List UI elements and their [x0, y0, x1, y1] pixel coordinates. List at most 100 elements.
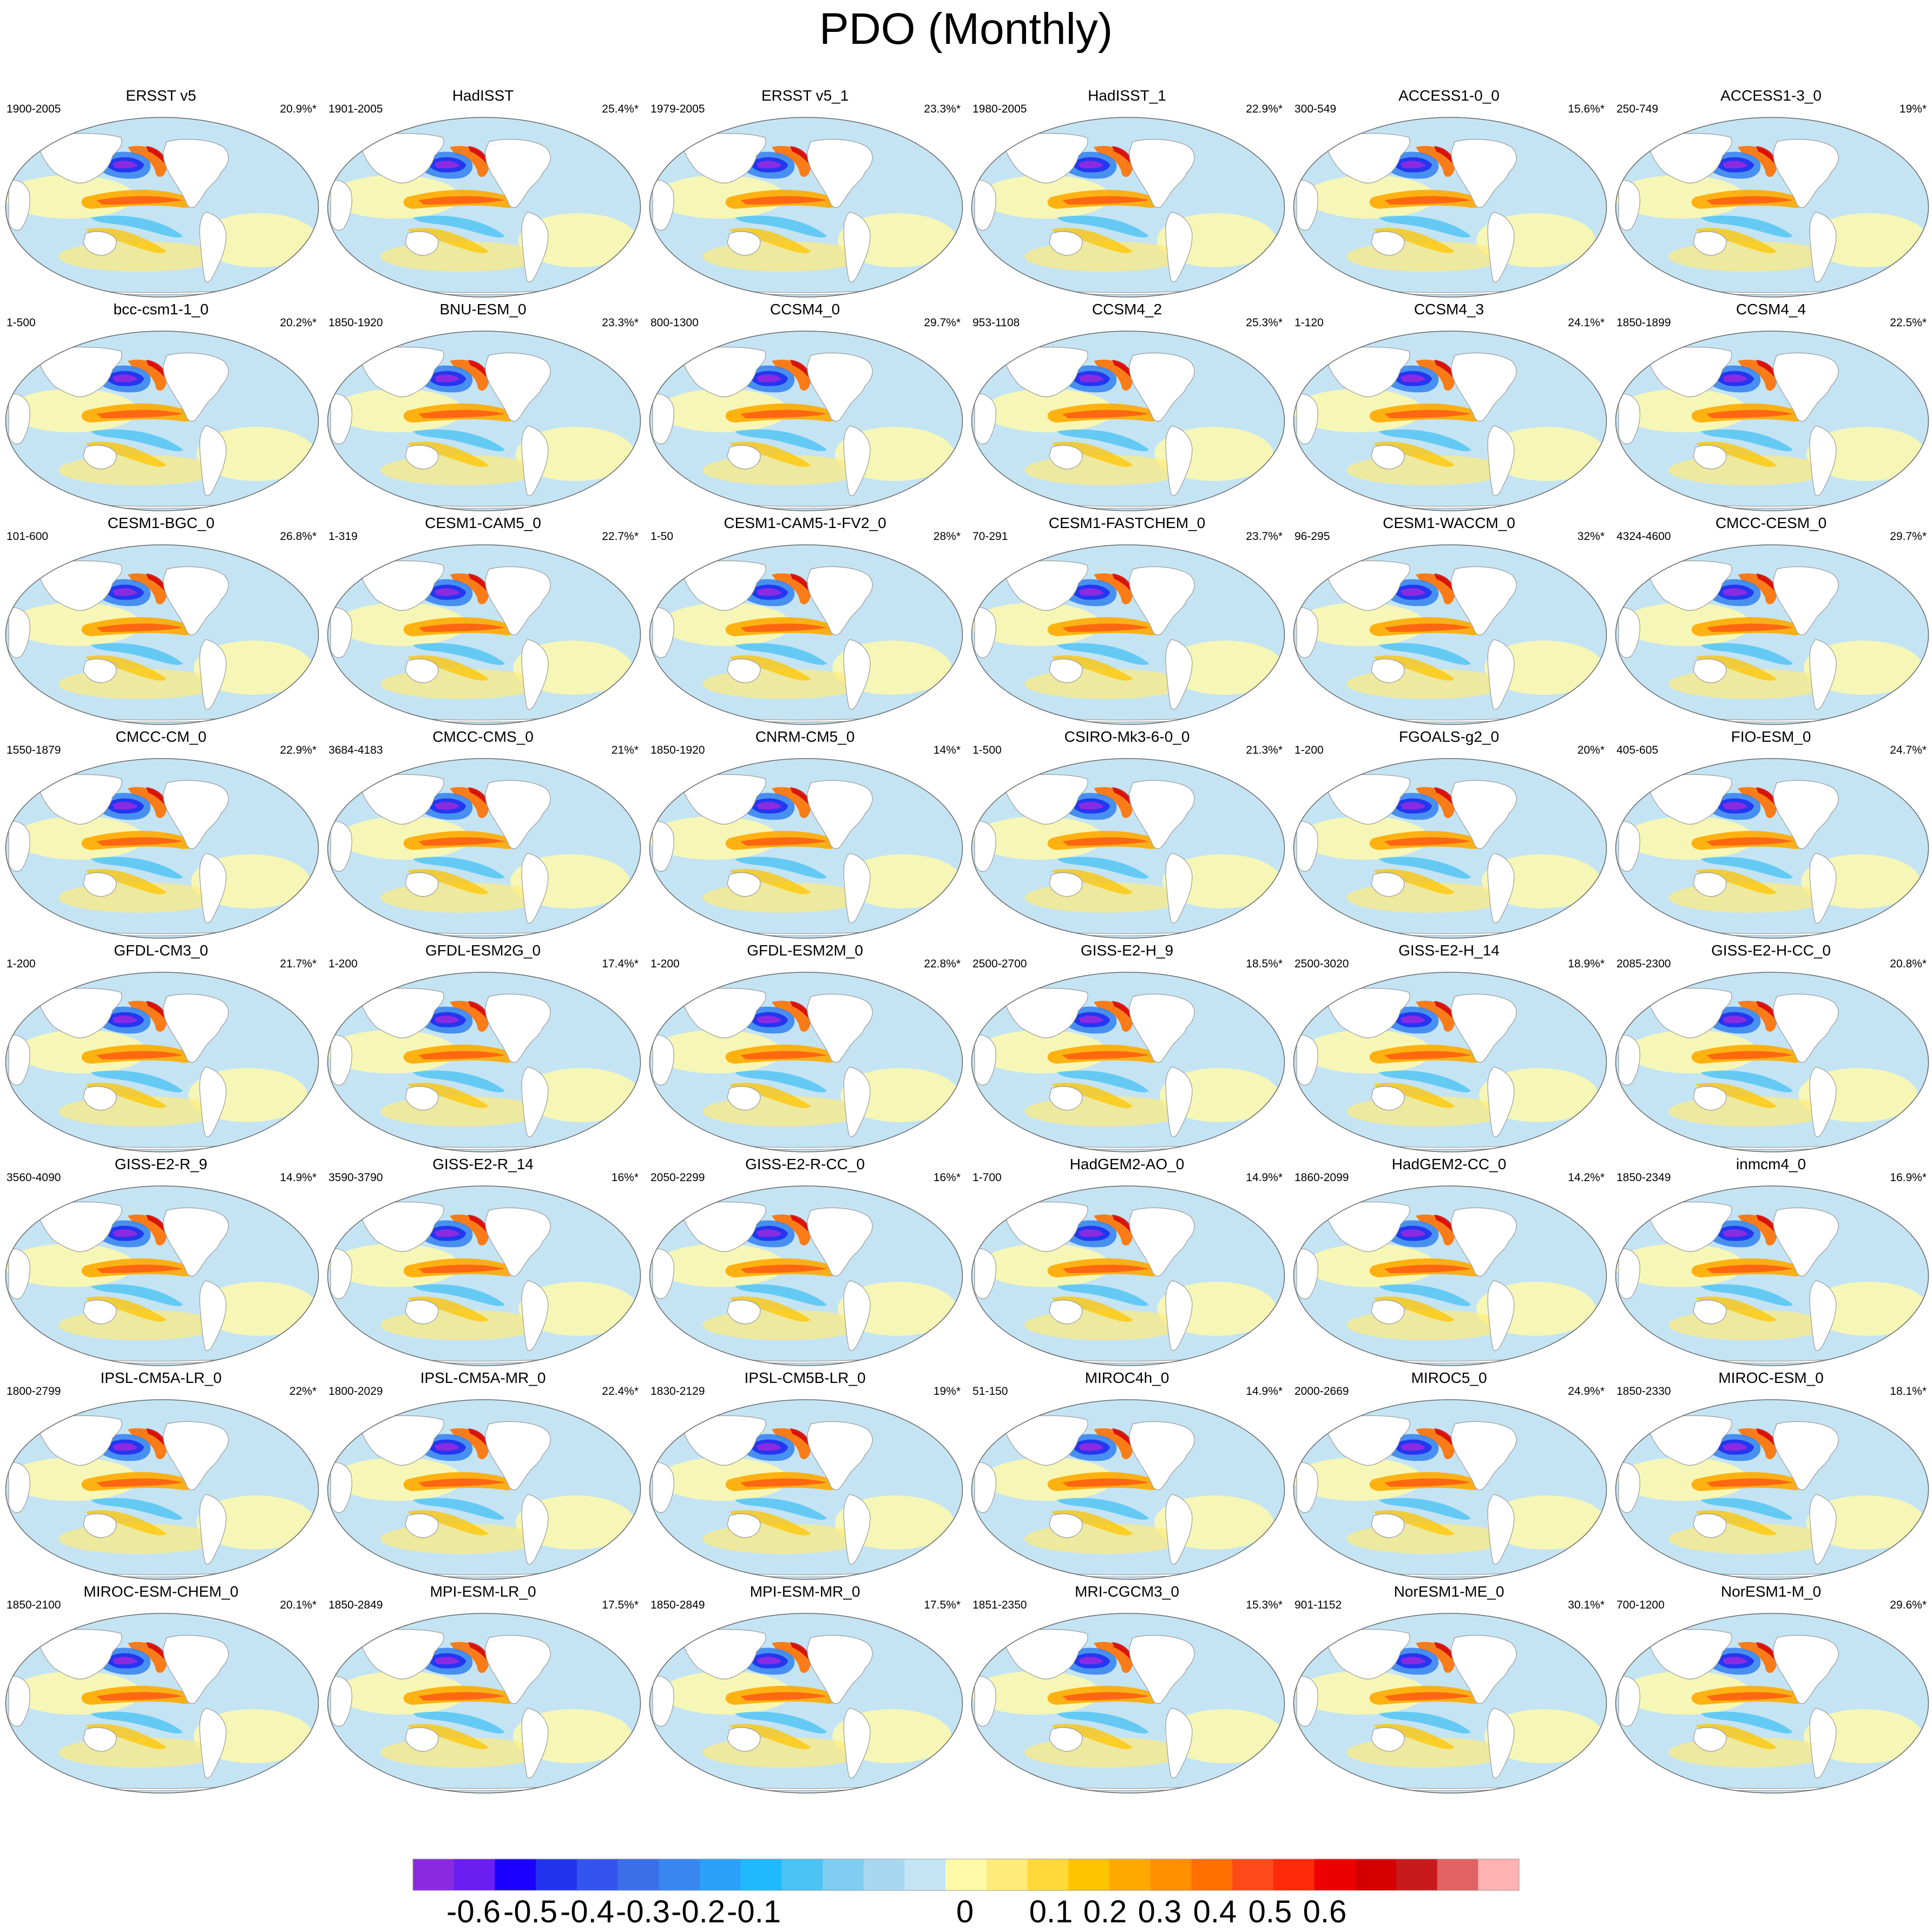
map-panel: inmcm4_0 1850-2349 16.9%* — [1610, 1155, 1932, 1369]
landmass — [727, 231, 761, 256]
world-map — [1293, 1399, 1607, 1580]
panel-variance: 25.4%* — [602, 103, 639, 115]
landmass — [199, 853, 227, 924]
positive-anomaly-area — [146, 146, 167, 166]
positive-anomaly-area — [655, 1244, 785, 1287]
positive-anomaly-area — [1384, 1692, 1471, 1701]
panel-title: ERSST v5 — [126, 87, 196, 104]
positive-anomaly-area — [790, 1428, 811, 1448]
landmass — [974, 607, 996, 658]
map-panel: NorESM1-ME_0 901-1152 30.1%* — [1288, 1583, 1610, 1796]
negative-anomaly-area — [1701, 429, 1793, 451]
landmass — [1296, 1462, 1318, 1513]
map-panel: IPSL-CM5A-MR_0 1800-2029 22.4%* — [322, 1369, 644, 1583]
landmass — [360, 1629, 444, 1679]
globe-outline — [1293, 1613, 1607, 1794]
map-panel: CCSM4_4 1850-1899 22.5%* — [1610, 300, 1932, 514]
landmass — [1296, 1676, 1318, 1727]
panel-title: FIO-ESM_0 — [1731, 728, 1811, 745]
positive-anomaly-area — [518, 213, 638, 267]
landmass — [1371, 231, 1405, 256]
world-map — [649, 1399, 963, 1580]
panel-years: 2500-2700 — [972, 958, 1027, 970]
landmass — [1809, 639, 1837, 710]
positive-anomaly-area — [974, 816, 1103, 860]
panel-variance: 32%* — [1577, 530, 1605, 543]
landmass — [843, 1494, 871, 1565]
negative-anomaly-area — [1701, 1284, 1793, 1306]
world-map — [971, 1399, 1285, 1580]
positive-anomaly-area — [146, 360, 167, 379]
figure-title: PDO (Monthly) — [819, 4, 1113, 54]
landmass — [83, 1513, 117, 1538]
landmass — [974, 393, 996, 445]
panel-years: 1850-2100 — [6, 1599, 61, 1611]
landmass — [1296, 821, 1318, 872]
landmass — [8, 393, 30, 445]
globe-outline — [649, 758, 963, 939]
landmass — [1618, 821, 1640, 872]
positive-anomaly-area — [96, 1264, 183, 1273]
positive-anomaly-area — [96, 1051, 183, 1059]
panel-variance: 14%* — [933, 744, 961, 756]
panel-years: 1851-2350 — [972, 1599, 1027, 1611]
panel-years: 1-700 — [972, 1171, 1002, 1184]
panel-years: 1-500 — [972, 744, 1002, 756]
landmass — [1049, 1513, 1083, 1538]
positive-anomaly-area — [418, 623, 505, 632]
colorbar-tick-label: 0.4 — [1193, 1894, 1237, 1929]
negative-anomaly-area — [735, 1711, 827, 1734]
landmass — [360, 346, 444, 397]
landmass — [1693, 1727, 1727, 1752]
landmass — [1129, 780, 1195, 849]
landmass — [38, 560, 122, 611]
globe-outline — [971, 544, 1285, 725]
landmass — [1451, 1635, 1517, 1704]
positive-anomaly-area — [96, 837, 183, 846]
world-map — [649, 1185, 963, 1366]
landmass — [83, 1086, 117, 1111]
positive-anomaly-area — [146, 1428, 167, 1448]
landmass — [974, 821, 996, 872]
map-panel: GFDL-ESM2G_0 1-200 17.4%* — [322, 941, 644, 1155]
negative-anomaly-area — [435, 1016, 459, 1024]
negative-anomaly-area — [113, 588, 137, 596]
landmass — [163, 1635, 229, 1704]
panel-years: 250-749 — [1616, 103, 1659, 115]
negative-anomaly-area — [113, 1443, 137, 1451]
landmass — [1371, 658, 1405, 683]
map-panel: ACCESS1-0_0 300-549 15.6%* — [1288, 87, 1610, 300]
landmass — [1451, 139, 1517, 208]
landmass — [727, 1086, 761, 1111]
landmass — [199, 639, 227, 710]
panel-variance: 20.8%* — [1890, 958, 1927, 970]
panel-variance: 16%* — [611, 1171, 639, 1184]
globe-outline — [649, 1613, 963, 1794]
landmass — [1773, 1635, 1839, 1704]
panel-variance: 22.5%* — [1890, 317, 1927, 329]
negative-anomaly-area — [1723, 1229, 1747, 1237]
landmass — [485, 139, 551, 208]
landmass — [485, 1421, 551, 1491]
globe-outline — [327, 331, 641, 511]
landmass — [1049, 445, 1083, 470]
landmass — [974, 180, 996, 231]
globe-outline — [327, 758, 641, 939]
panel-years: 1830-2129 — [650, 1385, 705, 1398]
positive-anomaly-area — [1756, 360, 1777, 379]
landmass — [163, 993, 229, 1063]
negative-anomaly-area — [1079, 802, 1103, 810]
positive-anomaly-area — [1756, 1001, 1777, 1020]
globe-outline — [1615, 331, 1929, 511]
positive-anomaly-area — [468, 1001, 489, 1020]
negative-anomaly-area — [1701, 1070, 1793, 1092]
panel-title: GISS-E2-R_14 — [432, 1156, 534, 1172]
positive-anomaly-area — [980, 175, 1110, 219]
negative-anomaly-area — [113, 1016, 137, 1024]
panel-years: 1-200 — [328, 958, 358, 970]
panel-variance: 25.3%* — [1246, 317, 1283, 329]
positive-anomaly-area — [1112, 574, 1133, 593]
landmass — [727, 658, 761, 683]
globe-outline — [5, 331, 319, 511]
positive-anomaly-area — [17, 1030, 147, 1073]
